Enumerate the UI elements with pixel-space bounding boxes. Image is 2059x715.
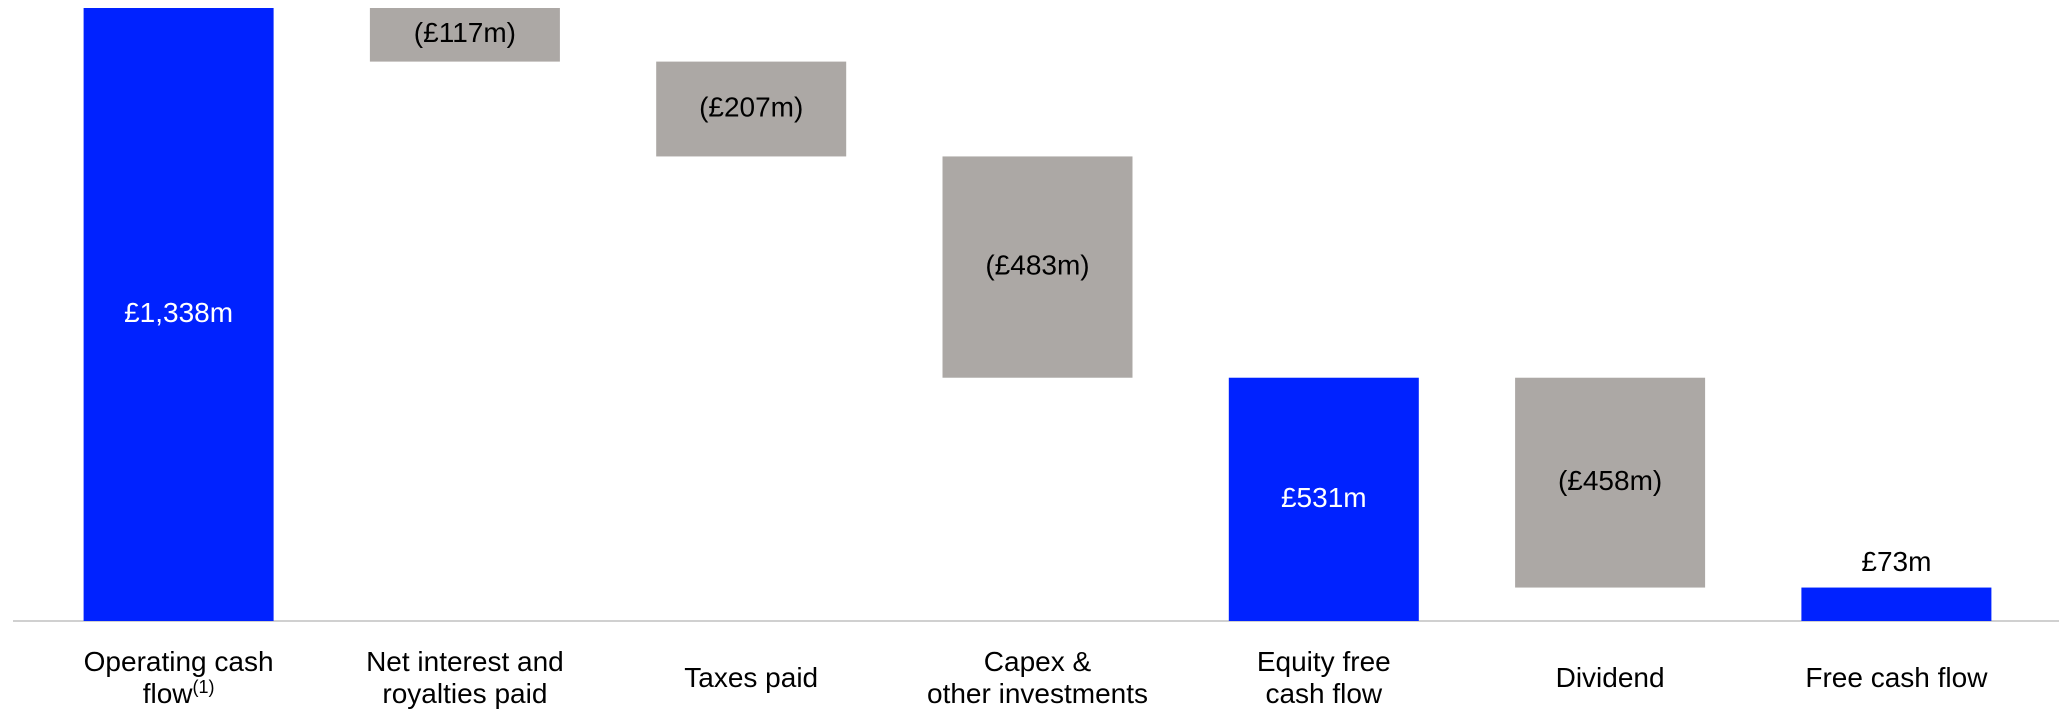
x-tick-label-line: Capex & xyxy=(984,646,1092,677)
x-tick-label: Net interest and royalties paid xyxy=(366,646,564,709)
bar xyxy=(1515,377,1706,588)
value-label: £73m xyxy=(1861,546,1931,577)
x-tick-label-line: Equity free xyxy=(1257,646,1391,677)
x-tick-label-line: cash flow xyxy=(1265,678,1382,709)
value-label: (£458m) xyxy=(1558,465,1662,496)
value-label: (£483m) xyxy=(985,249,1089,280)
value-label: (£207m) xyxy=(699,91,803,122)
x-tick-label: Capex & other investments xyxy=(927,646,1148,709)
bar xyxy=(942,156,1133,378)
bar xyxy=(369,8,560,62)
x-tick-label: Equity free cash flow xyxy=(1257,646,1391,709)
value-label: (£117m) xyxy=(414,17,516,48)
x-tick-label-line: royalties paid xyxy=(382,678,547,709)
footnote-marker: (1) xyxy=(192,677,214,697)
x-tick-label: Operating cash flow(1) xyxy=(84,646,274,709)
x-tick-label-line: Dividend xyxy=(1556,662,1665,693)
value-label: £1,338m xyxy=(124,297,233,328)
bar xyxy=(1801,587,1992,621)
x-tick-label: Taxes paid xyxy=(684,662,818,693)
bar xyxy=(656,61,847,157)
x-tick-label-line: Taxes paid xyxy=(684,662,818,693)
x-tick-label: Free cash flow xyxy=(1805,662,1988,693)
bar xyxy=(1228,377,1419,621)
x-tick-label-line: other investments xyxy=(927,678,1148,709)
value-label: £531m xyxy=(1281,482,1367,513)
x-tick-label: Dividend xyxy=(1556,662,1665,693)
bar xyxy=(83,8,274,621)
x-tick-label-line: Free cash flow xyxy=(1805,662,1988,693)
x-tick-label-line: Net interest and xyxy=(366,646,564,677)
x-tick-label-line: flow xyxy=(143,678,194,709)
x-tick-label-line: Operating cash xyxy=(84,646,274,677)
